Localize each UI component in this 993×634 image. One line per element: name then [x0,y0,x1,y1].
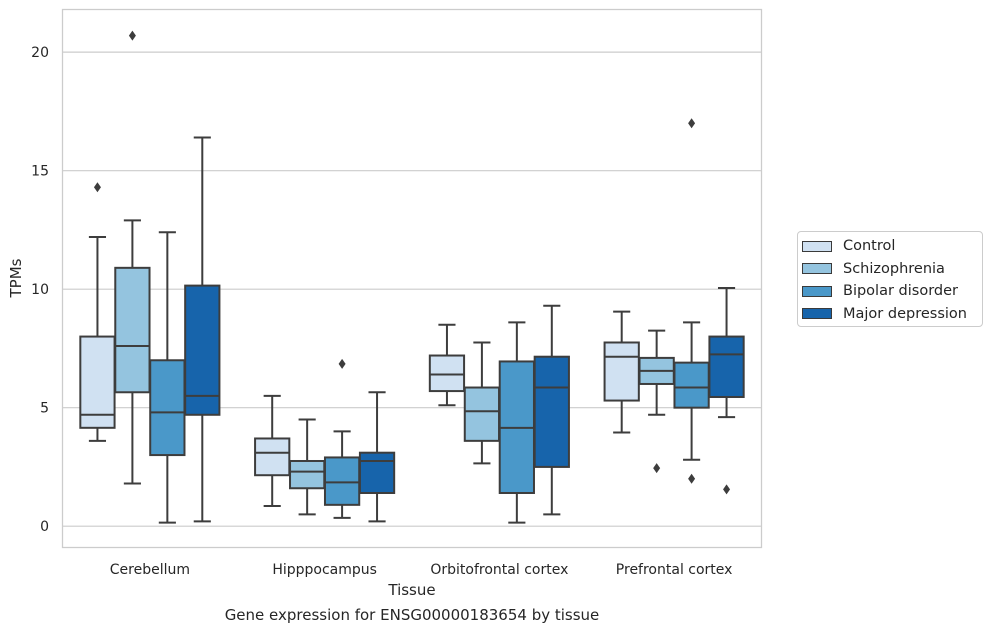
box-iqr [254,437,291,477]
box-1-1 [289,418,326,516]
legend-label: Bipolar disorder [843,283,958,299]
outlier-point [723,484,731,495]
legend-item: Major depression [802,303,967,325]
box-1-0 [254,394,291,508]
box-3-2 [673,118,710,484]
box-iqr [149,359,186,457]
legend-swatch [802,240,832,252]
outlier-point [338,358,346,369]
box-iqr [114,266,151,394]
y-tick-label: 5 [40,401,49,417]
y-tick-labels: 0 5 10 15 20 [31,45,49,535]
legend-item: Control [802,235,895,257]
legend-label: Major depression [843,305,967,322]
box-3-3 [708,286,745,495]
box-iqr [323,456,361,506]
box-iqr [708,335,745,399]
box-2-1 [463,341,501,465]
outlier-point [688,473,696,484]
legend-item: Bipolar disorder [802,280,958,302]
y-tick-label: 15 [31,164,49,180]
x-tick-labels: Cerebellum Hipppocampus Orbitofrontal cort… [110,562,733,578]
legend-swatch [802,308,832,319]
plot-frame [61,8,763,549]
box-layer [79,30,745,524]
box-iqr [673,361,710,409]
box-2-0 [428,323,466,407]
box-iqr [184,284,221,416]
box-1-2 [323,358,361,519]
x-tick-label: Orbitofrontal cortex [430,562,568,578]
box-iqr [603,341,640,402]
outlier-point [93,182,101,193]
figure-caption: Gene expression for ENSG00000183654 by t… [224,606,600,624]
legend-label: Schizophrenia [843,260,945,277]
x-axis-label: Tissue [387,581,435,599]
legend: Control Schizophrenia Bipolar disorder Majo… [797,231,983,327]
box-2-3 [533,304,570,516]
outlier-point [653,463,661,474]
box-iqr [358,451,396,494]
legend-swatch [802,263,832,274]
y-tick-label: 0 [40,519,49,535]
outlier-point [688,118,696,129]
y-axis-label: TPMs [7,258,25,298]
box-1-3 [358,391,396,523]
x-tick-label: Prefrontal cortex [616,562,733,578]
box-0-3 [184,136,221,523]
box-2-2 [498,321,535,524]
box-iqr [428,354,466,393]
box-iqr [463,386,501,442]
box-0-0 [79,182,116,442]
legend-swatch [802,285,832,297]
box-iqr [289,459,326,490]
legend-item: Schizophrenia [802,258,945,280]
legend-label: Control [843,238,896,254]
box-0-1 [114,30,151,485]
box-0-2 [149,231,186,524]
box-iqr [533,355,570,468]
outlier-point [128,30,136,41]
y-tick-label: 20 [31,45,49,61]
box-3-1 [638,329,675,474]
box-3-0 [603,310,640,434]
x-tick-label: Hipppocampus [272,562,377,578]
y-tick-label: 10 [31,282,49,298]
x-tick-label: Cerebellum [110,562,190,578]
